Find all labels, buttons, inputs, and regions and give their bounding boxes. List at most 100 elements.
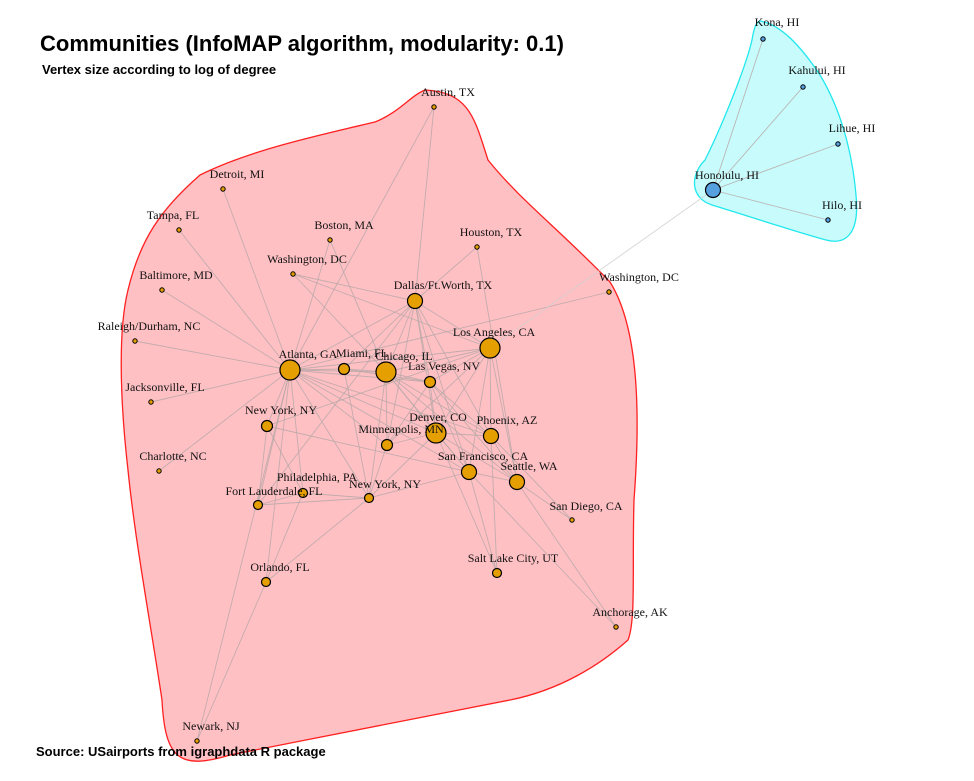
edge-mco-ewr <box>196 581 267 742</box>
node-ogg <box>800 84 806 90</box>
edge-lax-hnl <box>489 189 714 349</box>
node-label-bwi: Baltimore, MD <box>139 268 213 282</box>
edge-dfw-las <box>414 300 431 383</box>
node-label-bos: Boston, MA <box>314 218 374 232</box>
edge-atl-lga <box>289 369 370 499</box>
node-jax <box>148 399 154 405</box>
edge-den-slc <box>435 432 498 574</box>
edge-sfo-lga <box>368 471 470 499</box>
node-label-lga: New York, NY <box>349 477 421 491</box>
edge-atl-phx <box>289 369 492 437</box>
edge-sfo-slc <box>468 471 498 574</box>
node-jfk <box>260 419 274 433</box>
node-rdu <box>132 338 138 344</box>
node-label-san: San Diego, CA <box>550 499 623 513</box>
edge-sfo-sea <box>468 471 518 483</box>
edge-lax-jfk <box>266 347 491 427</box>
node-koa <box>760 36 766 42</box>
node-label-las: Las Vegas, NV <box>408 359 480 373</box>
node-label-sfo: San Francisco, CA <box>438 449 529 463</box>
node-dfw <box>406 292 424 310</box>
edge-las-msp <box>386 381 431 446</box>
node-dca <box>606 289 612 295</box>
chart-title: Communities (InfoMAP algorithm, modulari… <box>40 31 564 56</box>
node-atl <box>279 359 301 381</box>
edge-atl-tpa <box>178 229 291 371</box>
edge-phl-jfk <box>266 425 304 494</box>
edge-sfo-jfk <box>266 425 470 473</box>
edge-ord-dfw <box>385 300 416 373</box>
edge-lax-msp <box>386 347 491 446</box>
node-label-dtw: Detroit, MI <box>210 167 265 181</box>
edge-hnl-ogg <box>712 86 804 191</box>
node-label-iad: Washington, DC <box>267 252 347 266</box>
edge-ord-bos <box>329 239 387 373</box>
edge-den-sea <box>435 432 518 483</box>
node-ito <box>825 217 831 223</box>
edge-atl-den <box>289 369 437 434</box>
edge-dfw-iah <box>414 246 478 302</box>
node-label-den: Denver, CO <box>409 410 467 424</box>
node-label-fll: Fort Lauderdale, FL <box>226 484 323 498</box>
edge-sea-anc <box>516 481 617 628</box>
edge-atl-ewr <box>196 369 291 742</box>
edge-phx-las <box>429 381 492 437</box>
node-iah <box>474 244 480 250</box>
edge-lax-den <box>435 347 491 434</box>
node-clt <box>156 468 162 474</box>
node-lih <box>835 141 841 147</box>
node-ord <box>375 361 397 383</box>
node-hnl <box>704 181 722 199</box>
edge-dfw-iad <box>292 273 416 302</box>
edge-atl-phl <box>289 369 304 494</box>
node-iad <box>290 271 296 277</box>
edge-ord-lax <box>385 347 491 373</box>
edge-dfw-phx <box>414 300 492 437</box>
node-label-anc: Anchorage, AK <box>592 605 668 619</box>
edge-mco-phl <box>265 492 304 583</box>
edge-lax-iad <box>292 273 491 349</box>
node-bwi <box>159 287 165 293</box>
edge-lga-mco <box>265 497 370 583</box>
edge-atl-las <box>289 369 431 383</box>
edge-sea-san <box>516 481 573 521</box>
edge-atl-msp <box>289 369 388 446</box>
node-fll <box>252 499 264 511</box>
edge-jfk-fll <box>257 425 268 506</box>
edge-atl-jax <box>150 369 291 403</box>
edge-sea-iah <box>476 246 518 483</box>
edge-atl-bwi <box>161 289 291 371</box>
node-bos <box>327 237 333 243</box>
edge-dfw-mia <box>343 300 416 370</box>
edge-sea-las <box>429 381 518 483</box>
edge-atl-lax <box>289 347 491 371</box>
node-tpa <box>176 227 182 233</box>
node-sfo <box>460 463 478 481</box>
edge-den-lga <box>368 432 437 499</box>
edge-atl-dca <box>289 291 610 371</box>
edge-sfo-las <box>429 381 470 473</box>
node-label-slc: Salt Lake City, UT <box>468 551 559 565</box>
node-label-hnl: Honolulu, HI <box>695 168 759 182</box>
community-hulls <box>120 20 858 762</box>
node-label-lih: Lihue, HI <box>829 121 876 135</box>
chart-subtitle: Vertex size according to log of degree <box>42 62 276 77</box>
edge-hnl-koa <box>712 38 764 191</box>
node-label-dfw: Dallas/Ft.Worth, TX <box>394 278 493 292</box>
node-label-phl: Philadelphia, PA <box>277 470 358 484</box>
node-las <box>423 375 437 389</box>
node-label-mco: Orlando, FL <box>250 560 309 574</box>
edge-atl-aus <box>289 106 435 371</box>
edge-sfo-anc <box>468 471 617 628</box>
node-label-phx: Phoenix, AZ <box>477 413 538 427</box>
edge-lga-msp <box>368 444 388 499</box>
node-anc <box>613 624 619 630</box>
edge-atl-dtw <box>222 188 291 371</box>
edge-phx-san <box>490 435 573 521</box>
node-sea <box>508 473 526 491</box>
edge-ord-phx <box>385 371 492 437</box>
node-label-aus: Austin, TX <box>421 85 475 99</box>
edge-phx-slc <box>490 435 498 574</box>
node-label-ord: Chicago, IL <box>375 349 432 363</box>
